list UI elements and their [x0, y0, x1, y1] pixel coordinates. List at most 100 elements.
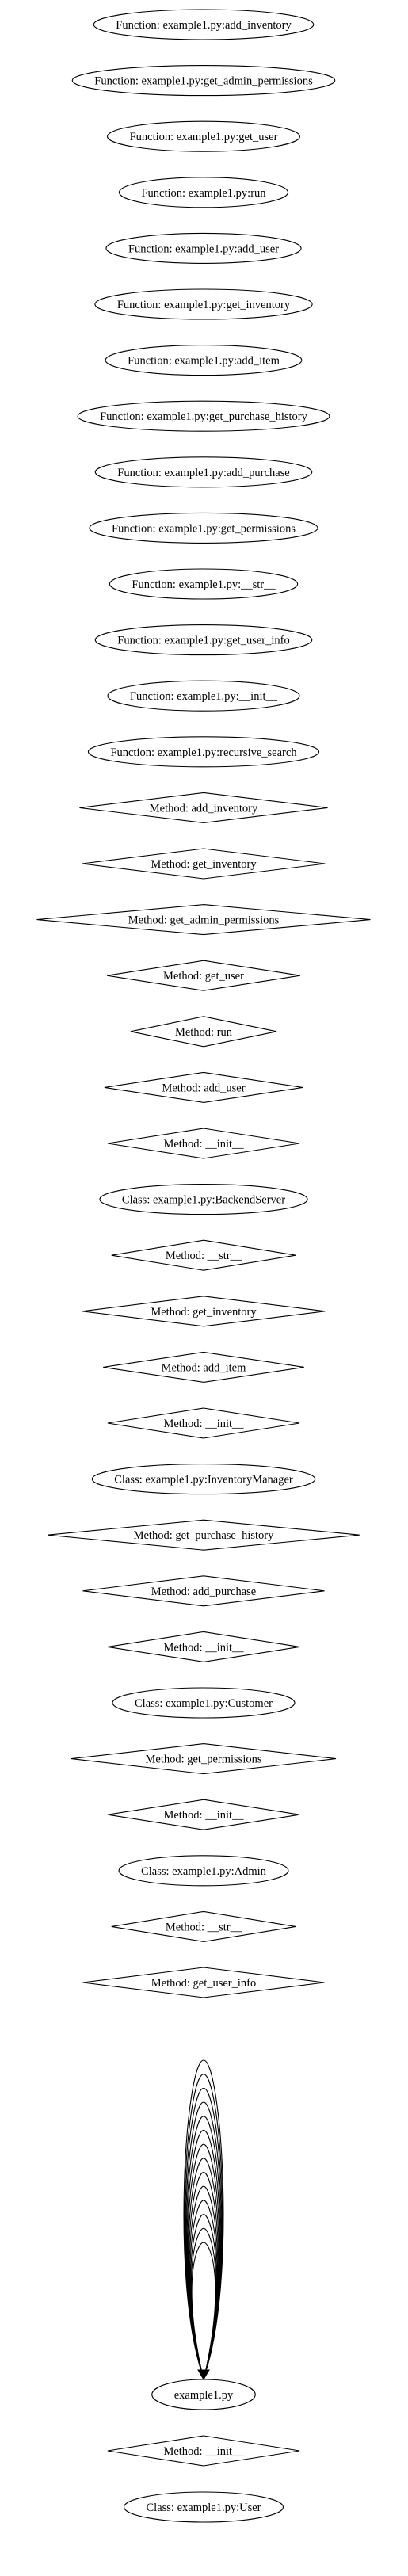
method-node-method-add-purchase: Method: add_purchase	[82, 1575, 325, 1607]
method-node-method-get-inventory: Method: get_inventory	[82, 1296, 326, 1327]
node-diamond	[103, 1351, 304, 1383]
method-node-method-get-user: Method: get_user	[107, 960, 300, 991]
node-function-example1-py-init: Function: example1.py:__init__	[107, 680, 300, 712]
node-ellipse	[151, 2379, 256, 2410]
node-function-example1-py-get-purchase-history: Function: example1.py:get_purchase_histo…	[77, 400, 330, 432]
node-class-example1-py-customer: Class: example1.py:Customer	[112, 1687, 296, 1719]
node-label: Method: __init__	[163, 1138, 244, 1151]
node-label: Method: get_admin_permissions	[128, 914, 280, 927]
self-loop-edge	[188, 2171, 219, 2374]
node-function-example1-py-add-inventory: Function: example1.py:add_inventory	[93, 9, 315, 40]
method-node-method-run: Method: run	[130, 1016, 277, 1048]
node-class-example1-py-user: Class: example1.py:User	[123, 2491, 284, 2523]
node-label: Method: __str__	[166, 1921, 242, 1933]
node-label: Method: get_user	[163, 970, 244, 983]
node-diamond	[107, 1128, 300, 1159]
node-label: Function: example1.py:__init__	[130, 690, 278, 703]
node-ellipse	[71, 65, 336, 97]
node-ellipse	[89, 512, 318, 544]
node-label: Function: example1.py:add_inventory	[116, 19, 292, 32]
node-label: Method: get_inventory	[151, 1306, 257, 1319]
node-example1-py: example1.py	[151, 2379, 256, 2410]
node-diamond	[107, 1799, 300, 1830]
node-ellipse	[94, 624, 313, 656]
method-node-method-get-user-info: Method: get_user_info	[82, 1967, 325, 1998]
node-diamond	[107, 2435, 300, 2467]
node-label: Method: __str__	[166, 1250, 242, 1262]
node-function-example1-py-run: Function: example1.py:run	[118, 177, 289, 208]
node-label: example1.py	[174, 2389, 234, 2402]
method-node-method-get-admin-permissions: Method: get_admin_permissions	[36, 904, 371, 936]
graph-nodes: Function: example1.py:add_inventory Funct…	[36, 9, 371, 2523]
node-ellipse	[87, 736, 320, 768]
node-ellipse	[99, 1184, 308, 1215]
node-ellipse	[105, 232, 302, 264]
self-loop-edge	[185, 2101, 223, 2374]
node-ellipse	[118, 177, 289, 208]
node-diamond	[104, 1071, 303, 1103]
node-ellipse	[109, 568, 299, 600]
node-diamond	[36, 904, 371, 936]
node-label: Function: example1.py:get_purchase_histo…	[100, 410, 308, 423]
node-label: Method: run	[175, 1026, 233, 1039]
node-diamond	[82, 1575, 325, 1607]
self-loop-edge	[190, 2227, 217, 2374]
node-function-example1-py-get-inventory: Function: example1.py:get_inventory	[94, 288, 313, 320]
node-class-example1-py-admin: Class: example1.py:Admin	[118, 1855, 289, 1887]
node-label: Function: example1.py:recursive_search	[110, 746, 297, 759]
node-ellipse	[94, 456, 313, 488]
node-label: Method: __init__	[163, 1809, 244, 1822]
node-label: Method: add_user	[162, 1082, 245, 1094]
node-function-example1-py-get-user: Function: example1.py:get_user	[107, 120, 300, 152]
node-diamond	[107, 960, 300, 991]
node-diamond	[82, 848, 326, 880]
method-node-method-add-inventory: Method: add_inventory	[79, 792, 328, 823]
method-node-method-init: Method: __init__	[107, 1128, 300, 1159]
node-diamond	[111, 1239, 296, 1271]
node-label: Method: get_inventory	[151, 858, 257, 871]
self-loop-edge	[187, 2158, 220, 2374]
node-function-example1-py-get-permissions: Function: example1.py:get_permissions	[89, 512, 318, 544]
method-node-method-get-purchase-history: Method: get_purchase_history	[48, 1519, 360, 1551]
method-node-method-get-permissions: Method: get_permissions	[71, 1743, 337, 1775]
self-loop-edge	[191, 2242, 216, 2374]
node-class-example1-py-backendserver: Class: example1.py:BackendServer	[99, 1184, 308, 1215]
node-label: Function: example1.py:add_user	[128, 242, 279, 255]
node-label: Function: example1.py:__str__	[132, 578, 276, 591]
node-label: Function: example1.py:get_admin_permissi…	[94, 75, 313, 88]
node-ellipse	[77, 400, 330, 432]
node-ellipse	[94, 288, 313, 320]
self-loop-edges	[183, 2059, 224, 2380]
node-label: Function: example1.py:add_purchase	[117, 467, 289, 479]
node-ellipse	[123, 2491, 284, 2523]
node-ellipse	[91, 1464, 316, 1495]
node-function-example1-py-get-admin-permissions: Function: example1.py:get_admin_permissi…	[71, 65, 336, 97]
node-label: Method: get_user_info	[151, 1977, 257, 1990]
method-node-method-add-item: Method: add_item	[103, 1351, 304, 1383]
node-diamond	[48, 1519, 360, 1551]
node-diamond	[79, 792, 328, 823]
node-ellipse	[105, 345, 303, 376]
node-label: Class: example1.py:Customer	[135, 1697, 273, 1710]
node-label: Method: add_purchase	[151, 1586, 256, 1598]
method-node-method-init: Method: __init__	[107, 1631, 300, 1662]
node-ellipse	[118, 1855, 289, 1887]
node-label: Function: example1.py:get_permissions	[112, 522, 296, 535]
node-ellipse	[93, 9, 315, 40]
method-node-method-str: Method: __str__	[111, 1239, 296, 1271]
node-label: Method: __init__	[163, 1418, 244, 1430]
node-diamond	[107, 1407, 300, 1439]
node-function-example1-py-add-item: Function: example1.py:add_item	[105, 345, 303, 376]
node-label: Method: add_inventory	[150, 802, 258, 815]
node-diamond	[130, 1016, 277, 1048]
arrowhead	[197, 2369, 210, 2380]
node-function-example1-py-get-user-info: Function: example1.py:get_user_info	[94, 624, 313, 656]
node-label: Class: example1.py:User	[147, 2502, 261, 2514]
node-label: Function: example1.py:get_user_info	[117, 635, 289, 647]
node-label: Class: example1.py:InventoryManager	[114, 1474, 293, 1486]
self-loop-edge	[185, 2087, 223, 2374]
node-label: Class: example1.py:BackendServer	[122, 1194, 285, 1207]
node-label: Method: add_item	[162, 1361, 246, 1374]
node-ellipse	[112, 1687, 296, 1719]
method-node-method-init: Method: __init__	[107, 1799, 300, 1830]
